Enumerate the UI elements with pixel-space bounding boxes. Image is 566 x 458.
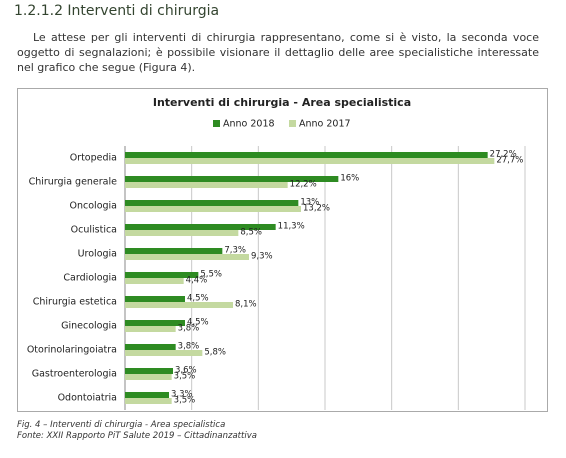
y-tick-label: Oncologia [70,201,117,212]
data-label: 11,3% [278,222,305,232]
data-label: 4,5% [187,294,209,304]
y-tick-label: Urologia [78,249,117,260]
bar [125,278,184,284]
bar [125,272,199,278]
data-label: 16% [340,174,359,184]
bar [125,320,185,326]
data-label: 8,5% [240,228,262,238]
y-tick-label: Otorinolaringoiatra [27,345,117,356]
data-label: 8,1% [235,300,257,310]
y-tick-label: Odontoiatria [58,393,117,404]
data-label: 13% [300,198,319,208]
y-tick-label: Ginecologia [61,321,117,332]
data-label: 3,5% [174,372,196,382]
bar [125,230,239,236]
paragraph: Le attese per gli interventi di chirurgi… [17,31,539,74]
bar [125,248,223,254]
section-title: 1.2.1.2 Interventi di chirurgia [14,3,220,19]
data-label: 27,7% [496,156,523,166]
caption: Fonte: XXII Rapporto PiT Salute 2019 – C… [17,431,257,441]
bar [125,374,172,380]
data-label: 3,8% [178,324,200,334]
data-label: 3,3% [171,390,193,400]
legend-label: Anno 2018 [223,119,275,130]
data-label: 7,3% [224,246,246,256]
y-tick-label: Chirurgia generale [29,177,118,188]
data-label: 3,6% [175,366,197,376]
y-tick-label: Chirurgia estetica [33,297,117,308]
chart-frame [17,88,548,412]
legend-swatch [289,120,296,127]
bar [125,344,176,350]
data-label: 27,2% [490,150,517,160]
bar [125,296,185,302]
bar [125,206,301,212]
bar [125,176,339,182]
bar [125,152,488,158]
bar [125,368,173,374]
bar [125,254,249,260]
y-tick-label: Ortopedia [70,153,117,164]
data-label: 5,5% [200,270,222,280]
bar [125,326,176,332]
bar [125,200,299,206]
data-label: 3,8% [178,342,200,352]
data-label: 13,2% [303,204,330,214]
bar [125,398,172,404]
y-tick-label: Cardiologia [63,273,117,284]
chart: Interventi di chirurgia - Area specialis… [17,88,548,412]
data-label: 4,4% [186,276,208,286]
chart-title: Interventi di chirurgia - Area specialis… [153,96,411,109]
bar [125,224,276,230]
data-label: 12,2% [290,180,317,190]
bar [125,302,233,308]
bar [125,350,203,356]
legend-swatch [213,120,220,127]
data-label: 9,3% [251,252,273,262]
bar [125,392,169,398]
data-label: 4,5% [187,318,209,328]
y-tick-label: Gastroenterologia [32,369,117,380]
caption: Fig. 4 – Interventi di chirurgia - Area … [17,420,226,430]
legend-label: Anno 2017 [299,119,351,130]
bar [125,158,495,164]
data-label: 3,5% [174,396,196,406]
y-tick-label: Oculistica [71,225,117,236]
bar [125,182,288,188]
data-label: 5,8% [204,348,226,358]
